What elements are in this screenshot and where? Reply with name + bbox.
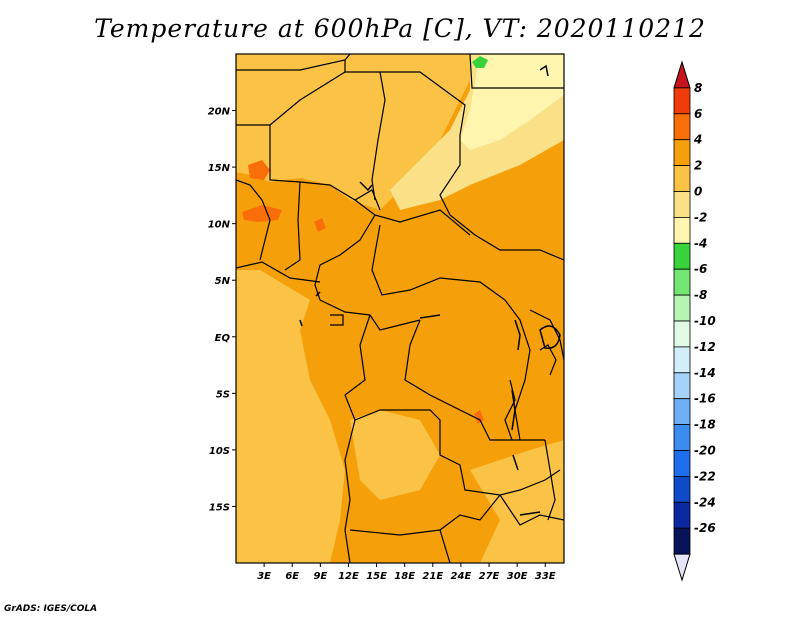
colorbar-swatch — [673, 320, 691, 348]
latitude-axis: 20N 15N 10N 5N EQ 5S 10S 15S — [208, 107, 236, 513]
lat-tick-label: 10N — [208, 220, 231, 231]
temperature-field — [236, 54, 564, 563]
colorbar-label: -26 — [694, 521, 716, 535]
lon-tick-label: 9E — [313, 571, 327, 582]
credit-label: GrADS: IGES/COLA — [4, 604, 98, 614]
colorbar-label: -16 — [694, 392, 716, 406]
colorbar-label: -2 — [694, 210, 707, 224]
colorbar-label: -14 — [694, 366, 716, 380]
colorbar-top-arrow — [673, 60, 691, 89]
field-hot-spot-1 — [248, 160, 270, 180]
lat-tick-label: 10S — [209, 446, 230, 457]
colorbar-label: 2 — [694, 159, 702, 173]
chart-title: Temperature at 600hPa [C], VT: 202011021… — [94, 14, 706, 43]
lon-tick-label: 33E — [535, 571, 556, 582]
colorbar-swatch — [673, 527, 691, 555]
colorbar-label: 6 — [694, 107, 702, 121]
lon-tick-label: 24E — [451, 571, 472, 582]
colorbar-swatch — [673, 346, 691, 374]
lon-tick-label: 18E — [394, 571, 415, 582]
colorbar-label: -10 — [694, 314, 716, 328]
lat-tick-label: EQ — [215, 333, 231, 344]
colorbar-label: -20 — [694, 444, 716, 458]
colorbar-swatch — [673, 294, 691, 322]
lon-tick-label: 30E — [507, 571, 528, 582]
field-warm-angola — [350, 410, 440, 500]
colorbar-label: -4 — [694, 236, 707, 250]
lon-tick-label: 15E — [366, 571, 387, 582]
lakes — [299, 64, 561, 516]
colorbar-swatch — [673, 242, 691, 270]
colorbar-label: -24 — [694, 495, 716, 509]
lat-tick-label: 5S — [216, 389, 230, 400]
lat-tick-label: 15S — [209, 502, 230, 513]
colorbar-swatch — [673, 475, 691, 503]
field-hot-spot-2 — [242, 205, 282, 222]
field-green-spot — [472, 56, 488, 68]
colorbar-label: -22 — [694, 469, 716, 483]
colorbar-swatch — [673, 87, 691, 115]
colorbar-label: 4 — [693, 133, 702, 147]
colorbar: 8 6 4 2 0 -2 -4 -6 -8 -10 -12 -14 -16 -18 -20 -22 -24 -26 — [673, 60, 716, 582]
field-cooler-northeast — [460, 54, 564, 150]
colorbar-swatch — [673, 372, 691, 400]
country-borders — [236, 54, 564, 563]
colorbar-swatch — [673, 216, 691, 244]
colorbar-swatch — [673, 424, 691, 451]
lon-tick-label: 27E — [479, 571, 500, 582]
lon-tick-label: 21E — [422, 571, 443, 582]
colorbar-swatch — [673, 398, 691, 426]
colorbar-bottom-arrow — [673, 553, 691, 582]
colorbar-label: 8 — [694, 81, 702, 95]
lon-tick-label: 12E — [338, 571, 359, 582]
field-warm-west-coast — [236, 270, 345, 563]
colorbar-swatch — [673, 501, 691, 529]
colorbar-swatch — [673, 113, 691, 141]
colorbar-swatch — [673, 139, 691, 166]
field-hot-spot-4 — [474, 410, 484, 424]
field-warm-southeast — [470, 440, 564, 563]
colorbar-label: -6 — [694, 262, 707, 276]
colorbar-label: 0 — [694, 185, 702, 199]
colorbar-swatch — [673, 268, 691, 296]
lon-tick-label: 6E — [285, 571, 299, 582]
colorbar-swatch — [673, 191, 691, 218]
map-frame — [235, 53, 565, 564]
lat-tick-label: 20N — [208, 107, 231, 118]
field-hot-spot-3 — [314, 218, 326, 232]
lat-tick-label: 15N — [208, 163, 231, 174]
lon-tick-label: 3E — [257, 571, 271, 582]
colorbar-label: -18 — [694, 418, 716, 432]
longitude-axis: 3E 6E 9E 12E 15E 18E 21E 24E 27E 30E 33E — [257, 563, 556, 582]
colorbar-label: -12 — [694, 340, 716, 354]
colorbar-swatch — [673, 165, 691, 192]
colorbar-label: -8 — [694, 288, 707, 302]
colorbar-swatch — [673, 450, 691, 477]
lat-tick-label: 5N — [215, 276, 231, 287]
